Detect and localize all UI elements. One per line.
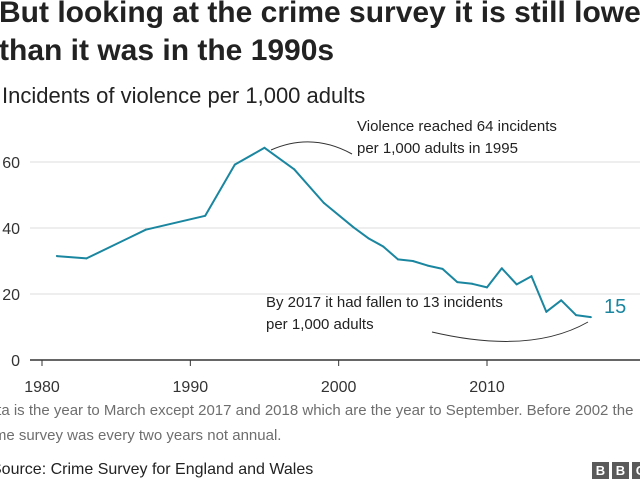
data-point [486, 286, 488, 289]
x-axis-labels: 1980 1990 2000 2010 [24, 360, 505, 396]
data-point [500, 267, 503, 270]
series-layer [55, 146, 592, 319]
data-point [411, 260, 414, 262]
footnote: Data is the year to March except 2017 an… [0, 402, 634, 444]
data-point [85, 257, 88, 260]
annotation-leader-2017 [431, 321, 589, 342]
data-point [560, 299, 563, 302]
data-point [233, 163, 236, 166]
data-point [352, 226, 355, 229]
annotation-leader-peak [270, 141, 353, 155]
x-tick-label: 1980 [24, 379, 60, 396]
y-tick-label: 20 [2, 287, 20, 304]
data-point [575, 314, 577, 317]
bbc-logo-letter: B [592, 462, 609, 479]
data-point [515, 283, 518, 286]
source-text: Source: Crime Survey for England and Wal… [0, 461, 314, 478]
data-point [530, 275, 533, 278]
x-tick-label: 2000 [321, 379, 357, 396]
data-point [426, 264, 429, 267]
chart-title-line-1: But looking at the crime survey it is st… [0, 0, 640, 29]
y-tick-label: 0 [11, 353, 20, 370]
end-value-layer: 15 [604, 296, 626, 318]
y-tick-label: 60 [2, 155, 20, 172]
data-point [456, 281, 459, 284]
chart-title-line-2: than it was in the 1990s [0, 34, 335, 67]
chart-title: But looking at the crime survey it is st… [0, 0, 640, 70]
annotation-2017: By 2017 it had fallen to 13 incidents pe… [266, 294, 503, 333]
chart-subtitle: Incidents of violence per 1,000 adults [2, 83, 366, 108]
x-tick-label: 2010 [469, 379, 505, 396]
bbc-logo: B B C [592, 462, 640, 479]
bbc-logo-letter: C [632, 462, 640, 479]
data-point [397, 258, 399, 261]
bbc-logo-letter: B [612, 462, 629, 479]
data-point [322, 201, 325, 204]
data-point [545, 310, 548, 313]
end-value-label: 15 [604, 296, 626, 318]
y-tick-label: 40 [2, 221, 20, 238]
data-point [367, 237, 370, 240]
data-point [204, 214, 207, 217]
x-tick-label: 1990 [173, 379, 209, 396]
data-point [589, 316, 592, 319]
chart-gridlines [30, 161, 640, 361]
annotation-peak: Violence reached 64 incidents per 1,000 … [357, 118, 557, 157]
data-point [55, 255, 58, 258]
data-point [144, 228, 147, 231]
data-point [441, 267, 444, 270]
annotation-leaders [270, 141, 589, 342]
y-axis-labels: 0 20 40 60 [2, 155, 20, 370]
data-point [471, 282, 474, 285]
data-point [263, 146, 266, 149]
data-point [382, 245, 385, 248]
data-point [293, 168, 296, 171]
